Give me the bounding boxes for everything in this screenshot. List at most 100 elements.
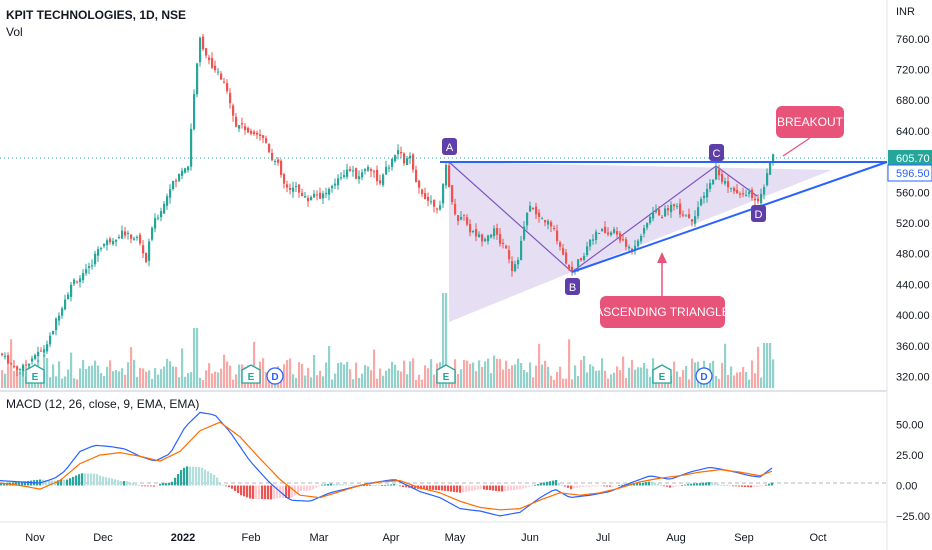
- candle-body: [430, 201, 433, 203]
- candle-body: [82, 273, 85, 281]
- volume-bar: [205, 370, 208, 388]
- histogram-bar: [225, 485, 228, 487]
- time-axis[interactable]: Nov Dec 2022 Feb Mar Apr May Jun Jul Aug Sep Oct: [25, 532, 826, 544]
- histogram-bar: [465, 485, 468, 492]
- histogram-bar: [678, 485, 681, 487]
- volume-bar: [91, 365, 94, 388]
- candle-body: [691, 219, 694, 222]
- histogram-bar: [657, 483, 660, 486]
- histogram-bar: [459, 485, 462, 493]
- histogram-bar: [492, 485, 495, 491]
- price-tick-label: 560.00: [896, 187, 930, 199]
- volume-bar: [85, 369, 88, 388]
- event-marker-earnings-3[interactable]: E: [436, 364, 456, 384]
- candle-body: [523, 226, 526, 240]
- volume-bar: [97, 365, 100, 388]
- histogram-bar: [240, 485, 243, 496]
- volume-bar: [466, 360, 469, 388]
- candle-body: [301, 192, 304, 196]
- macd-legend[interactable]: MACD (12, 26, close, 9, EMA, EMA): [6, 397, 200, 411]
- histogram-bar: [129, 482, 132, 486]
- candle-body: [448, 165, 451, 188]
- candle-body: [175, 180, 178, 182]
- svg-text:E: E: [32, 372, 39, 383]
- volume-bar: [229, 365, 232, 388]
- volume-bar: [601, 358, 604, 388]
- point-badge-d: D: [751, 205, 766, 222]
- histogram-bar: [63, 479, 66, 486]
- histogram-bar: [693, 483, 696, 486]
- candle-body: [544, 220, 547, 223]
- volume-bar: [565, 378, 568, 388]
- volume-bar: [4, 373, 7, 388]
- volume-bar: [718, 379, 721, 388]
- candle-body: [268, 144, 271, 153]
- candle-body: [259, 134, 262, 137]
- volume-bar: [511, 365, 514, 388]
- candle-body: [169, 189, 172, 198]
- candle-body: [442, 183, 445, 204]
- event-marker-dividend-1[interactable]: D: [266, 367, 284, 385]
- candle-body: [22, 364, 25, 372]
- histogram-bar: [456, 485, 459, 493]
- candle-body: [514, 264, 517, 272]
- volume-bar: [328, 346, 331, 388]
- histogram-bar: [612, 485, 615, 487]
- candle-body: [211, 58, 214, 68]
- candle-body: [202, 36, 205, 50]
- candle-body: [589, 239, 592, 247]
- volume-bar: [49, 377, 52, 388]
- candle-body: [226, 83, 229, 92]
- volume-bar: [109, 360, 112, 388]
- volume-bar: [130, 347, 133, 388]
- histogram-bar: [546, 481, 549, 486]
- volume-bar: [7, 365, 10, 388]
- candle-body: [79, 278, 82, 282]
- histogram-bar: [402, 485, 405, 487]
- volume-bar: [592, 366, 595, 388]
- macd-axis[interactable]: 50.00 25.00 0.00 −25.00: [896, 420, 930, 523]
- histogram-bar: [648, 481, 651, 486]
- candle-body: [364, 169, 367, 172]
- histogram-bar: [684, 484, 687, 486]
- candle-body: [340, 177, 343, 179]
- price-axis[interactable]: 760.00720.00680.00640.00600.00560.00520.…: [896, 34, 930, 384]
- histogram-bar: [255, 485, 258, 499]
- histogram-bar: [411, 485, 414, 489]
- volume-bar: [13, 370, 16, 388]
- event-marker-dividend-2[interactable]: D: [695, 367, 713, 385]
- candle-body: [130, 234, 133, 239]
- event-marker-earnings-2[interactable]: E: [241, 364, 261, 384]
- candle-body: [547, 221, 550, 225]
- macd-line: [0, 411, 773, 517]
- event-marker-earnings-1[interactable]: E: [25, 364, 45, 384]
- candle-body: [634, 245, 637, 251]
- volume-bar: [265, 372, 268, 388]
- histogram-bar: [231, 485, 234, 489]
- volume-bar: [262, 358, 265, 388]
- candle-body: [196, 63, 199, 95]
- histogram-bar: [525, 485, 528, 488]
- event-marker-earnings-4[interactable]: E: [652, 364, 672, 384]
- svg-text:D: D: [271, 372, 278, 383]
- histogram-bar: [111, 478, 114, 486]
- volume-bar: [112, 371, 115, 388]
- volume-bar: [754, 373, 757, 388]
- volume-legend[interactable]: Vol: [6, 25, 23, 39]
- candle-body: [457, 215, 460, 221]
- volume-bar: [124, 374, 127, 388]
- volume-bar: [523, 370, 526, 388]
- histogram-bar: [450, 485, 453, 492]
- volume-bar: [214, 371, 217, 388]
- candle-body: [529, 205, 532, 212]
- histogram-bar: [354, 485, 357, 486]
- candle-body: [661, 216, 664, 218]
- candle-body: [277, 159, 280, 163]
- candle-body: [490, 234, 493, 238]
- volume-bar: [322, 376, 325, 388]
- volume-bar: [208, 363, 211, 388]
- symbol-title[interactable]: KPIT TECHNOLOGIES, 1D, NSE: [6, 8, 187, 22]
- volume-bar: [568, 339, 571, 388]
- histogram-bar: [99, 475, 102, 486]
- volume-bar: [55, 376, 58, 388]
